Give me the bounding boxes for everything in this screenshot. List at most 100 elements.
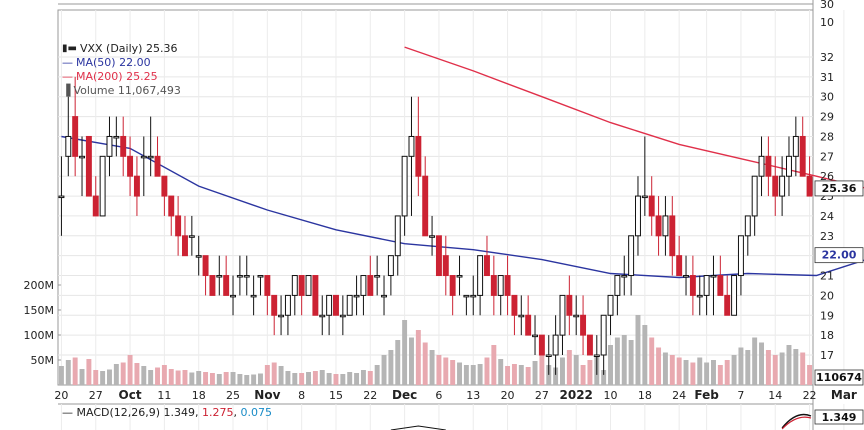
x-tick-label: 22 — [363, 389, 377, 402]
macd-label: MACD(12,26,9) — [76, 406, 161, 419]
candle-body — [463, 294, 470, 298]
candle-body — [435, 235, 442, 277]
candle-body — [250, 294, 257, 298]
candle-body — [545, 354, 552, 357]
volume-bar — [608, 345, 613, 385]
volume-bar — [724, 360, 730, 385]
ma50-badge-text: 22.00 — [822, 249, 857, 262]
volume-bar — [573, 355, 579, 385]
candle-body — [305, 275, 312, 296]
candle-body — [394, 215, 401, 257]
x-tick-label: 15 — [329, 389, 343, 402]
ma50-badge-box — [814, 247, 864, 264]
price-tick-label: 29 — [820, 111, 834, 124]
candle-body — [751, 175, 758, 217]
volume-bar — [86, 359, 92, 385]
x-tick-label: Feb — [694, 388, 719, 402]
volume-bar — [807, 365, 813, 385]
volume-bar — [258, 373, 263, 385]
volume-bar — [134, 363, 140, 385]
candle-body — [786, 155, 792, 177]
candle-body — [511, 294, 518, 316]
legend-main: VXX (Daily) 25.36 — [79, 42, 178, 55]
volume-bar — [717, 365, 723, 385]
volume-bar — [539, 355, 545, 385]
volume-bar — [518, 365, 524, 385]
candle-body — [243, 275, 250, 278]
candle-body — [312, 275, 319, 316]
volume-bar — [628, 340, 634, 385]
candle-body — [367, 275, 374, 296]
chart-legend: ▮▬ VXX (Daily) 25.36 — MA(50) 22.00 — MA(20… — [62, 42, 181, 98]
price-tick-label: 28 — [820, 130, 834, 143]
candle-body — [724, 294, 731, 316]
candle-body — [202, 255, 209, 277]
candle-body — [477, 255, 484, 296]
candle-body — [58, 195, 65, 199]
candle-body — [429, 235, 436, 238]
volume-bar — [614, 337, 620, 385]
candle-body — [92, 195, 99, 217]
volume-bar — [264, 365, 270, 385]
volume-bar — [100, 371, 106, 385]
volume-bar — [443, 357, 449, 385]
x-tick-label: 27 — [89, 389, 103, 402]
volume-bar — [347, 372, 353, 385]
volume-bar — [216, 374, 222, 385]
candle-body — [525, 314, 532, 336]
volume-bar — [326, 373, 332, 385]
x-tick-label: 20 — [54, 389, 68, 402]
volume-bar — [560, 357, 565, 385]
price-tick-label: 18 — [820, 329, 834, 342]
volume-bar — [738, 347, 744, 385]
price-tick-label: 21 — [820, 270, 834, 283]
candle-body — [298, 275, 305, 296]
candle-body — [552, 334, 559, 356]
volume-tick-label: 50M — [31, 354, 55, 367]
volume-bar — [113, 364, 119, 385]
price-tick-label: 20 — [820, 289, 834, 302]
volume-bar — [148, 370, 154, 385]
candle-body — [408, 135, 415, 157]
chart-legend-icon: ▮▬ — [62, 43, 77, 54]
candle-body — [339, 314, 346, 318]
macd-line — [781, 413, 812, 429]
candle-body — [497, 275, 504, 296]
volume-tick-label: 200M — [24, 279, 55, 292]
volume-bar — [209, 373, 215, 385]
volume-bar — [189, 372, 195, 385]
volume-bar — [292, 373, 298, 385]
x-tick-label: 25 — [226, 389, 240, 402]
candle-body — [683, 275, 689, 278]
volume-bar — [525, 367, 531, 385]
candle-body — [415, 135, 422, 177]
volume-bar — [409, 337, 414, 385]
price-tick-label: 31 — [820, 71, 834, 84]
volume-bar — [251, 374, 257, 385]
volume-bar — [676, 357, 682, 385]
candle-body — [559, 294, 566, 336]
x-tick-label: Oct — [119, 388, 142, 402]
candle-body — [696, 294, 703, 298]
volume-bar — [463, 365, 469, 385]
volume-bar — [621, 335, 627, 385]
volume-bar — [532, 361, 538, 385]
price-tick-label: 32 — [820, 51, 834, 64]
candle-body — [710, 275, 717, 278]
candle-body — [422, 175, 429, 237]
volume-tick-label: 100M — [24, 329, 55, 342]
candle-body — [765, 155, 772, 177]
x-tick-label: 24 — [672, 389, 686, 402]
candle-body — [504, 275, 511, 296]
volume-bar — [697, 357, 703, 385]
volume-bar — [312, 371, 318, 385]
x-tick-label: Mar — [831, 388, 857, 402]
x-tick-label: 18 — [638, 389, 652, 402]
candle-body — [168, 195, 175, 217]
price-tick-label: 26 — [820, 170, 834, 183]
volume-bar — [484, 357, 490, 385]
volume-bar — [175, 370, 181, 385]
candle-body — [470, 294, 477, 298]
price-tick-label: 19 — [820, 309, 834, 322]
